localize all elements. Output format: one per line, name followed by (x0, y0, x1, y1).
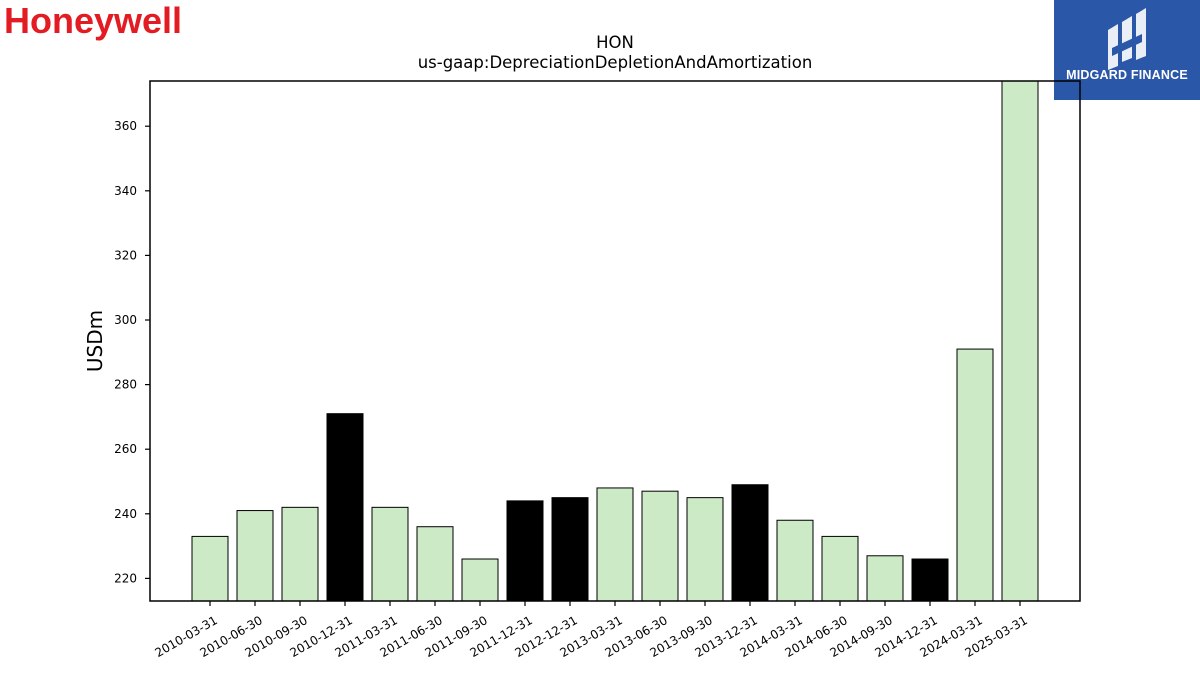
bars-layer (191, 80, 1039, 602)
y-tick-label: 220 (114, 571, 137, 585)
bar-2011-06-30 (416, 526, 454, 602)
publisher-badge: MIDGARD FINANCE (1054, 0, 1200, 100)
bar-2025-03-31 (1001, 80, 1039, 602)
bar-2013-03-31 (596, 487, 634, 602)
bar-2013-09-30 (686, 497, 724, 602)
y-tick-label: 340 (114, 184, 137, 198)
y-tick-label: 320 (114, 248, 137, 262)
bar-2014-09-30 (866, 555, 904, 602)
y-tick-label: 280 (114, 378, 137, 392)
brand-logo: Honeywell (4, 0, 183, 41)
bar-2024-03-31 (956, 348, 994, 602)
midgard-logo-icon (1054, 0, 1200, 100)
y-tick-label: 300 (114, 313, 137, 327)
bar-2010-09-30 (281, 506, 319, 602)
publisher-name: MIDGARD FINANCE (1066, 68, 1188, 82)
bar-2014-03-31 (776, 519, 814, 602)
y-tick-label: 240 (114, 507, 137, 521)
bar-2011-12-31 (506, 500, 544, 602)
bar-2014-06-30 (821, 535, 859, 602)
bar-2013-06-30 (641, 490, 679, 602)
bar-2011-09-30 (461, 558, 499, 602)
bar-2010-03-31 (191, 535, 229, 602)
bar-2011-03-31 (371, 506, 409, 602)
bar-2012-12-31 (551, 497, 589, 602)
chart-title: HON (596, 33, 634, 52)
y-axis: 220 240 260 280 300 320 340 360 (114, 119, 150, 585)
bar-2014-12-31 (911, 558, 949, 602)
bar-2013-12-31 (731, 484, 769, 602)
y-axis-label: USDm (83, 310, 107, 372)
bar-2010-12-31 (326, 413, 364, 602)
x-axis: 2010-03-312010-06-302010-09-302010-12-31… (152, 601, 1030, 660)
chart-subtitle: us-gaap:DepreciationDepletionAndAmortiza… (418, 53, 813, 72)
y-tick-label: 260 (114, 442, 137, 456)
bar-2010-06-30 (236, 510, 274, 602)
plot-frame (149, 80, 1081, 602)
y-tick-label: 360 (114, 119, 137, 133)
